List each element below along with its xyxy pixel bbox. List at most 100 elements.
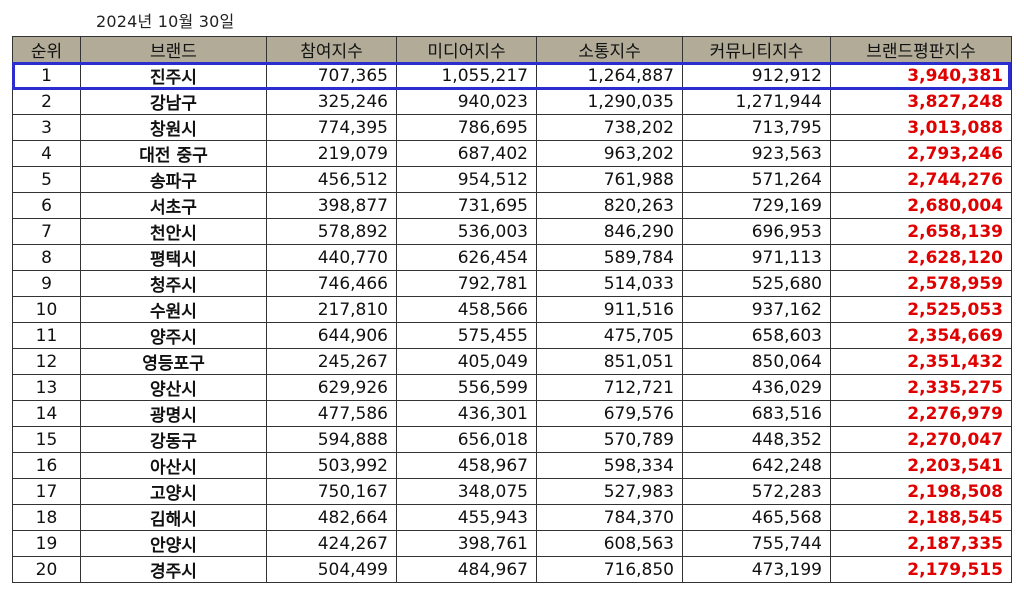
cell-brand: 평택시 [80,244,267,271]
cell-media: 626,454 [396,244,537,271]
table-row: 17 고양시 750,167 348,075 527,983 572,283 2,198,5… [12,478,1012,505]
cell-rank: 7 [12,218,81,245]
cell-brand-reputation: 3,827,248 [830,88,1012,115]
table-header-row: 순위 브랜드 참여지수 미디어지수 소통지수 커뮤니티지수 브랜드평판지수 [12,36,1012,63]
cell-brand: 천안시 [80,218,267,245]
cell-rank: 17 [12,478,81,505]
cell-rank: 6 [12,192,81,219]
cell-brand-reputation: 2,793,246 [830,140,1012,167]
cell-communication: 1,290,035 [536,88,683,115]
cell-communication: 527,983 [536,478,683,505]
cell-brand: 수원시 [80,296,267,323]
table-row: 8 평택시 440,770 626,454 589,784 971,113 2,628,12… [12,244,1012,271]
cell-media: 954,512 [396,166,537,193]
cell-brand: 진주시 [80,62,267,89]
cell-brand-reputation: 3,013,088 [830,114,1012,141]
table-row: 6 서초구 398,877 731,695 820,263 729,169 2,680,00… [12,192,1012,219]
cell-brand: 김해시 [80,504,267,531]
cell-brand-reputation: 3,940,381 [830,62,1012,89]
cell-participation: 424,267 [266,530,397,557]
cell-participation: 707,365 [266,62,397,89]
header-brand-reputation-index: 브랜드평판지수 [830,36,1012,63]
cell-brand: 창원시 [80,114,267,141]
cell-rank: 16 [12,452,81,479]
cell-media: 436,301 [396,400,537,427]
cell-brand: 아산시 [80,452,267,479]
cell-community: 658,603 [682,322,831,349]
cell-communication: 784,370 [536,504,683,531]
header-brand: 브랜드 [80,36,267,63]
cell-brand: 강남구 [80,88,267,115]
cell-rank: 1 [12,62,81,89]
cell-community: 525,680 [682,270,831,297]
cell-brand: 송파구 [80,166,267,193]
table-body: 1 진주시 707,365 1,055,217 1,264,887 912,912 3,94… [12,62,1012,583]
cell-brand-reputation: 2,335,275 [830,374,1012,401]
cell-brand-reputation: 2,270,047 [830,426,1012,453]
cell-communication: 598,334 [536,452,683,479]
cell-media: 398,761 [396,530,537,557]
cell-media: 536,003 [396,218,537,245]
cell-communication: 761,988 [536,166,683,193]
cell-rank: 20 [12,556,81,583]
date-caption: 2024년 10월 30일 [96,12,235,31]
cell-rank: 10 [12,296,81,323]
cell-rank: 11 [12,322,81,349]
table-row: 4 대전 중구 219,079 687,402 963,202 923,563 2,793,… [12,140,1012,167]
table-row: 11 양주시 644,906 575,455 475,705 658,603 2,354,6… [12,322,1012,349]
cell-brand: 강동구 [80,426,267,453]
cell-media: 687,402 [396,140,537,167]
cell-media: 348,075 [396,478,537,505]
cell-brand: 청주시 [80,270,267,297]
cell-media: 484,967 [396,556,537,583]
cell-brand: 경주시 [80,556,267,583]
cell-community: 642,248 [682,452,831,479]
cell-rank: 2 [12,88,81,115]
cell-media: 556,599 [396,374,537,401]
cell-community: 937,162 [682,296,831,323]
cell-participation: 578,892 [266,218,397,245]
table-row: 7 천안시 578,892 536,003 846,290 696,953 2,658,13… [12,218,1012,245]
cell-community: 473,199 [682,556,831,583]
header-communication-index: 소통지수 [536,36,683,63]
cell-brand: 대전 중구 [80,140,267,167]
cell-community: 696,953 [682,218,831,245]
table-row: 1 진주시 707,365 1,055,217 1,264,887 912,912 3,94… [12,62,1012,89]
cell-brand-reputation: 2,658,139 [830,218,1012,245]
table-row: 19 안양시 424,267 398,761 608,563 755,744 2,187,3… [12,530,1012,557]
cell-community: 971,113 [682,244,831,271]
cell-participation: 774,395 [266,114,397,141]
cell-brand-reputation: 2,203,541 [830,452,1012,479]
cell-brand: 양산시 [80,374,267,401]
cell-brand: 서초구 [80,192,267,219]
table-row: 15 강동구 594,888 656,018 570,789 448,352 2,270,0… [12,426,1012,453]
cell-communication: 851,051 [536,348,683,375]
cell-brand-reputation: 2,680,004 [830,192,1012,219]
cell-participation: 750,167 [266,478,397,505]
cell-brand: 광명시 [80,400,267,427]
cell-brand: 영등포구 [80,348,267,375]
cell-participation: 245,267 [266,348,397,375]
cell-communication: 570,789 [536,426,683,453]
cell-participation: 629,926 [266,374,397,401]
cell-participation: 217,810 [266,296,397,323]
cell-participation: 504,499 [266,556,397,583]
cell-participation: 219,079 [266,140,397,167]
cell-participation: 456,512 [266,166,397,193]
table-row: 13 양산시 629,926 556,599 712,721 436,029 2,335,2… [12,374,1012,401]
cell-communication: 475,705 [536,322,683,349]
cell-brand-reputation: 2,188,545 [830,504,1012,531]
header-community-index: 커뮤니티지수 [682,36,831,63]
cell-brand-reputation: 2,525,053 [830,296,1012,323]
cell-brand-reputation: 2,744,276 [830,166,1012,193]
cell-media: 1,055,217 [396,62,537,89]
cell-brand-reputation: 2,198,508 [830,478,1012,505]
cell-participation: 503,992 [266,452,397,479]
cell-media: 458,566 [396,296,537,323]
cell-brand-reputation: 2,187,335 [830,530,1012,557]
cell-community: 912,912 [682,62,831,89]
cell-participation: 440,770 [266,244,397,271]
cell-rank: 14 [12,400,81,427]
cell-rank: 13 [12,374,81,401]
